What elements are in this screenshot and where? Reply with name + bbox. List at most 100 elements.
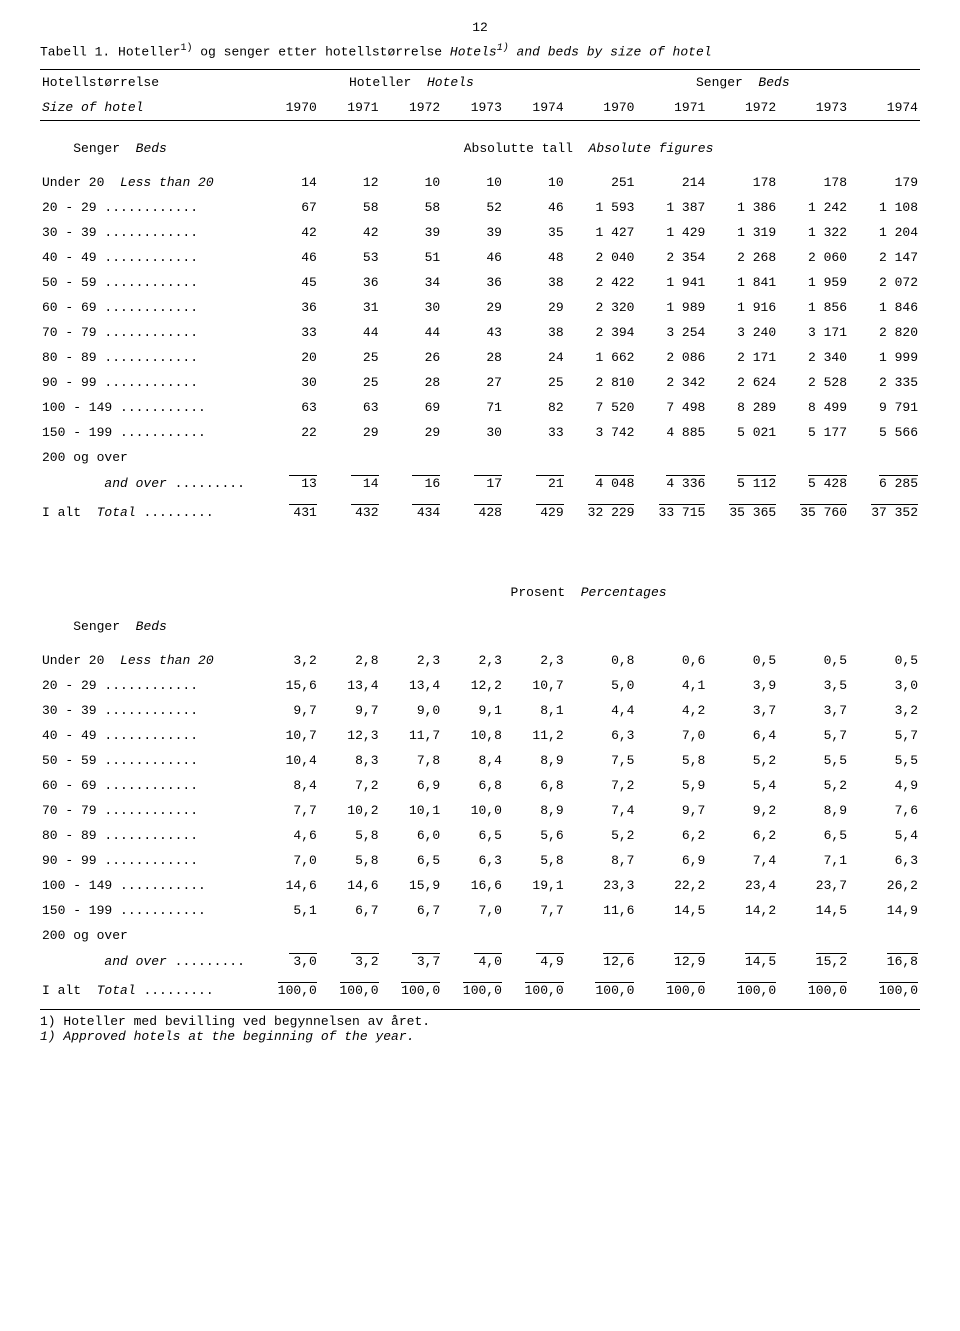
data-cell: 1 662	[566, 345, 637, 370]
header-hotels-no: Hoteller	[349, 75, 411, 90]
data-cell: 2 394	[566, 320, 637, 345]
data-cell: 100,0	[319, 974, 381, 1003]
row-dots: ............	[104, 200, 198, 215]
footnote-no: 1) Hoteller med bevilling ved begynnelse…	[40, 1014, 920, 1029]
data-cell: 42	[257, 220, 319, 245]
header-size-en: Size of hotel	[42, 100, 143, 115]
row-label-no: 20 - 29	[42, 678, 97, 693]
data-cell: 8,9	[504, 748, 566, 773]
row-label-en: Total	[97, 505, 136, 520]
row-label: 70 - 79 ............	[40, 798, 257, 823]
data-cell: 33	[504, 420, 566, 445]
data-cell: 2 086	[636, 345, 707, 370]
row-label-no: 60 - 69	[42, 778, 97, 793]
data-cell: 8 289	[707, 395, 778, 420]
data-cell: 67	[257, 195, 319, 220]
row-label: 40 - 49 ............	[40, 723, 257, 748]
table-row: 70 - 79 ............7,710,210,110,08,97,…	[40, 798, 920, 823]
data-cell: 434	[381, 496, 443, 525]
data-cell: 13,4	[381, 673, 443, 698]
data-cell: 100,0	[504, 974, 566, 1003]
row-label: 150 - 199 ...........	[40, 420, 257, 445]
data-cell: 7,5	[566, 748, 637, 773]
row-dots: ...........	[120, 425, 206, 440]
data-cell: 2 340	[778, 345, 849, 370]
data-cell: 7,7	[504, 898, 566, 923]
data-cell: 6,9	[636, 848, 707, 873]
data-cell: 26,2	[849, 873, 920, 898]
data-cell: 10	[442, 170, 504, 195]
row-label-no: Under 20	[42, 653, 104, 668]
data-cell	[257, 445, 319, 470]
data-cell: 1 319	[707, 220, 778, 245]
data-cell: 214	[636, 170, 707, 195]
data-cell: 2,3	[504, 648, 566, 673]
data-cell: 11,6	[566, 898, 637, 923]
data-cell: 10,8	[442, 723, 504, 748]
row-label-no: 30 - 39	[42, 225, 97, 240]
data-cell: 58	[381, 195, 443, 220]
data-cell: 179	[849, 170, 920, 195]
data-cell: 6,9	[381, 773, 443, 798]
data-cell: 42	[319, 220, 381, 245]
row-label-en: Less than 20	[120, 653, 214, 668]
table-row: 50 - 59 ............45363436382 4221 941…	[40, 270, 920, 295]
data-cell: 4,6	[257, 823, 319, 848]
data-cell: 21	[504, 470, 566, 496]
header-years-row: Size of hotel 1970 1971 1972 1973 1974 1…	[40, 95, 920, 121]
data-cell: 15,9	[381, 873, 443, 898]
row-label-no: 150 - 199	[42, 903, 112, 918]
table-row: 100 - 149 ...........14,614,615,916,619,…	[40, 873, 920, 898]
data-cell	[849, 445, 920, 470]
data-cell: 14,9	[849, 898, 920, 923]
data-cell: 14,5	[636, 898, 707, 923]
data-cell: 22	[257, 420, 319, 445]
data-cell: 32 229	[566, 496, 637, 525]
table-row: 60 - 69 ............8,47,26,96,86,87,25,…	[40, 773, 920, 798]
row-label-no: I alt	[42, 505, 81, 520]
data-cell	[257, 923, 319, 948]
data-cell: 14,5	[707, 948, 778, 974]
row-label: 50 - 59 ............	[40, 748, 257, 773]
data-cell: 1 941	[636, 270, 707, 295]
table-title: Tabell 1. Hoteller1) og senger etter hot…	[40, 43, 920, 59]
data-cell: 7,0	[257, 848, 319, 873]
data-cell	[849, 923, 920, 948]
section-pct-heading-row: Prosent Percentages	[40, 525, 920, 614]
data-cell: 178	[778, 170, 849, 195]
row-label-no: 60 - 69	[42, 300, 97, 315]
table-row: 150 - 199 ...........5,16,76,77,07,711,6…	[40, 898, 920, 923]
data-cell: 1 989	[636, 295, 707, 320]
data-cell: 100,0	[257, 974, 319, 1003]
data-cell: 6,3	[442, 848, 504, 873]
table-row: 60 - 69 ............36313029292 3201 989…	[40, 295, 920, 320]
data-cell	[381, 923, 443, 948]
title-prefix: Tabell 1. Hoteller	[40, 44, 180, 59]
row-label-no: 90 - 99	[42, 853, 97, 868]
data-cell: 46	[257, 245, 319, 270]
data-cell: 0,6	[636, 648, 707, 673]
data-cell: 8,4	[257, 773, 319, 798]
data-cell	[778, 445, 849, 470]
data-cell: 28	[442, 345, 504, 370]
row-label-no: 70 - 79	[42, 803, 97, 818]
header-beds-group: Senger Beds	[566, 70, 920, 96]
data-cell: 3,2	[849, 698, 920, 723]
title-sup2: 1)	[497, 43, 509, 54]
data-cell: 29	[442, 295, 504, 320]
data-cell: 6,8	[442, 773, 504, 798]
data-cell: 10,7	[257, 723, 319, 748]
row-label: 30 - 39 ............	[40, 698, 257, 723]
data-cell: 1 242	[778, 195, 849, 220]
data-cell: 14	[319, 470, 381, 496]
year-col: 1970	[566, 95, 637, 121]
data-cell: 7,2	[566, 773, 637, 798]
data-cell: 14,6	[319, 873, 381, 898]
data-cell: 2 171	[707, 345, 778, 370]
table-row: Under 20 Less than 201412101010251214178…	[40, 170, 920, 195]
data-cell: 8,9	[778, 798, 849, 823]
row-label: and over .........	[40, 948, 257, 974]
data-cell: 30	[381, 295, 443, 320]
footnote-en: 1) Approved hotels at the beginning of t…	[40, 1029, 920, 1044]
data-cell: 13,4	[319, 673, 381, 698]
